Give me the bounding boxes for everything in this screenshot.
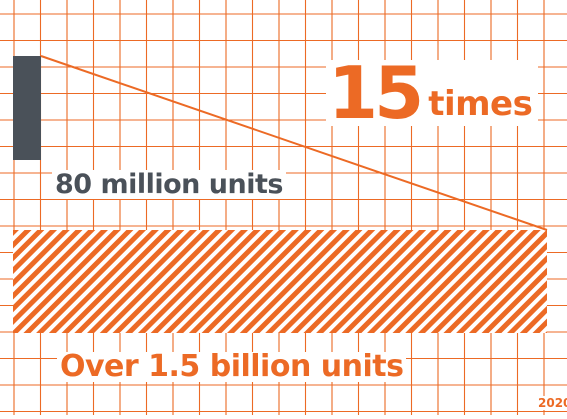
bar-1-5-billion [13, 230, 547, 333]
ratio-number: 15 [328, 51, 424, 135]
small-bar-label: 80 million units [52, 170, 286, 199]
ratio-annotation: 15 times [326, 51, 539, 135]
bar-80-million [13, 56, 41, 160]
year-label: 2020 [536, 396, 567, 410]
growth-connector-line [40, 55, 548, 231]
ratio-word: times [428, 84, 533, 124]
large-bar-label: Over 1.5 billion units [57, 352, 407, 382]
